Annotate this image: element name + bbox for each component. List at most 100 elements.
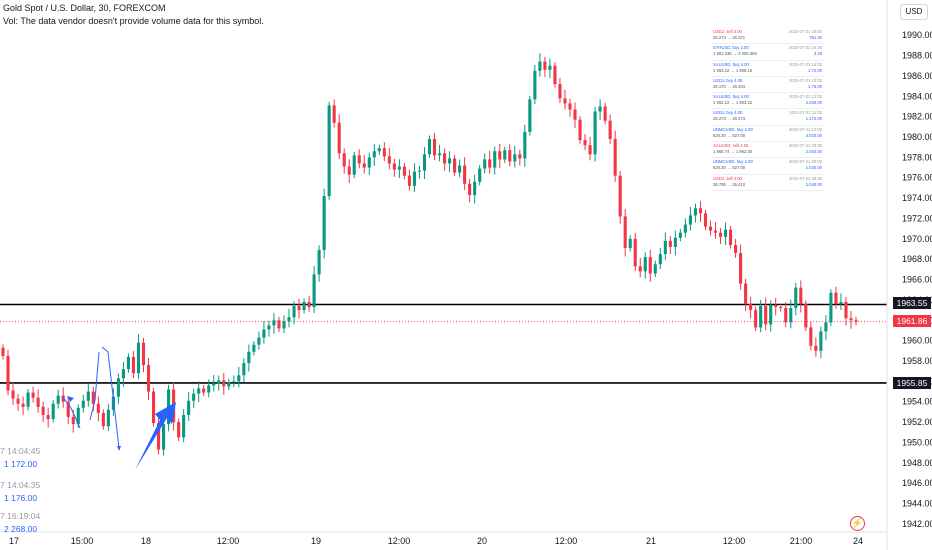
candle-body [357,155,361,164]
candle-body [774,305,778,308]
price-tick-label: 1960.00 [902,336,932,346]
price-tick-label: 1954.00 [902,397,932,407]
trade-prices: 26.273 → 26.273 [713,116,746,122]
candle-body [794,287,798,309]
candle-body [473,181,477,196]
candle-body [307,301,311,308]
candle-body [237,375,241,382]
currency-button[interactable]: USD [900,4,928,20]
trade-row[interactable]: USDJ, buy 4.00 26.273 → 26.273 2023-07-21 … [712,109,824,126]
candle-body [177,422,181,438]
candle-body [282,321,286,329]
trade-row[interactable]: XAUUSD, sell 4.00 1 960.74 → 1 962.00 2023… [712,142,824,159]
trade-row[interactable]: XAUUSD, buy 4.00 1 962.22 → 1 963.22 2023-… [712,93,824,110]
price-tag-upper-level: 1963.55 [893,297,931,309]
candle-body [182,414,186,438]
candle-body [252,344,256,352]
trade-title: USDJ, sell 4.00 [713,175,742,181]
candle-body [372,151,376,158]
candle-body [141,342,146,366]
candlestick-series [1,53,858,456]
candle-body [488,159,492,168]
candle-body [533,70,537,100]
trade-row[interactable]: UNMCUSD, buy 2.00 520.20 → 527.00 2023-07-… [712,158,824,175]
volume-note: Vol: The data vendor doesn't provide vol… [3,16,264,26]
candle-body [448,158,452,164]
trade-row[interactable]: UNMCUSD, buy 2.00 520.20 → 527.00 2023-07-… [712,126,824,143]
time-tick-label: 12:00 [388,536,411,546]
candle-body [197,388,201,394]
trade-timestamp: 2023-07-21 14:00 [788,61,822,67]
candle-body [603,106,607,121]
time-tick-label: 17 [9,536,19,546]
candle-body [463,165,467,184]
candle-body [46,414,50,420]
candle-body [739,253,743,284]
candle-body [402,166,406,176]
trade-row[interactable]: USDJ, buy 4.30 26.170 → 26.404 2023-07-21 … [712,77,824,94]
trade-timestamp: 2023-07-21 11:00 [789,110,822,116]
trade-result: 1.72.00 [808,67,822,73]
candle-body [523,131,527,159]
trade-timestamp: 2023-07-21 20:00 [788,29,822,34]
trade-result: 3.18 [813,51,822,57]
candle-body [799,287,803,304]
candle-body [503,150,507,160]
trade-row[interactable]: USDJ, sell 4.00 26.795 → 26.410 2023-07-21… [712,175,824,191]
time-tick-label: 15:00 [71,536,94,546]
candle-body [854,320,858,322]
candle-body [26,392,30,407]
candle-body [332,105,336,123]
candle-body [136,342,141,374]
trade-row[interactable]: USDJ, sell 0.00 26.273 → 26.371 2023-07-21… [712,28,824,45]
price-tick-label: 1982.00 [902,112,932,122]
candle-body [779,307,783,309]
price-axis[interactable]: 1990.00 1988.00 1986.00 1984.00 1982.00 1980.… [902,30,932,529]
trade-title: USDJ, sell 0.00 [713,29,742,34]
candle-body [247,351,251,364]
candle-body [784,308,788,323]
trade-row[interactable]: ETHUSD, buy 2.00 1 991.336 → 2 000.356 202… [712,44,824,61]
candle-body [528,99,532,132]
candle-body [56,395,60,404]
candle-body [71,417,75,425]
drawing-line [89,351,100,421]
candle-body [543,61,547,70]
candle-body [513,154,517,162]
trade-row[interactable]: XAUUSD, buy 4.00 1 963.22 → 1 968.16 2023-… [712,61,824,77]
candle-body [437,153,442,156]
candle-body [347,166,351,175]
candle-body [563,98,567,104]
candle-body [713,230,718,233]
time-tick-label: 20 [477,536,487,546]
candle-body [653,264,657,274]
side-entry-time: 7 14:04:45 [0,446,41,456]
candle-body [392,163,396,170]
candle-body [633,238,637,267]
candle-body [31,392,35,398]
candle-body [764,306,768,325]
candle-body [723,229,728,237]
candle-body [638,266,642,272]
candle-body [508,150,512,162]
trade-history-panel: USDJ, sell 0.00 26.273 → 26.371 2023-07-21… [712,28,824,191]
candle-body [663,240,667,255]
candle-body [588,145,592,155]
time-tick-label: 21 [646,536,656,546]
price-tick-label: 1944.00 [902,499,932,509]
time-tick-label: 12:00 [555,536,578,546]
candle-body [367,157,371,168]
candle-body [809,327,813,346]
candle-body [729,229,733,245]
candle-body [593,111,597,155]
price-tick-label: 1986.00 [902,71,932,81]
candle-body [683,224,687,233]
flash-icon[interactable]: ⚡ [850,516,865,531]
candle-body [412,171,417,186]
price-tick-label: 1972.00 [902,213,932,223]
price-tick-label: 1950.00 [902,437,932,447]
trade-prices: 1 960.74 → 1 962.00 [713,149,753,155]
candle-body [362,163,366,168]
time-axis[interactable]: 17 15:00 18 12:00 19 12:00 20 12:00 21 12:00 21:00… [9,536,863,546]
